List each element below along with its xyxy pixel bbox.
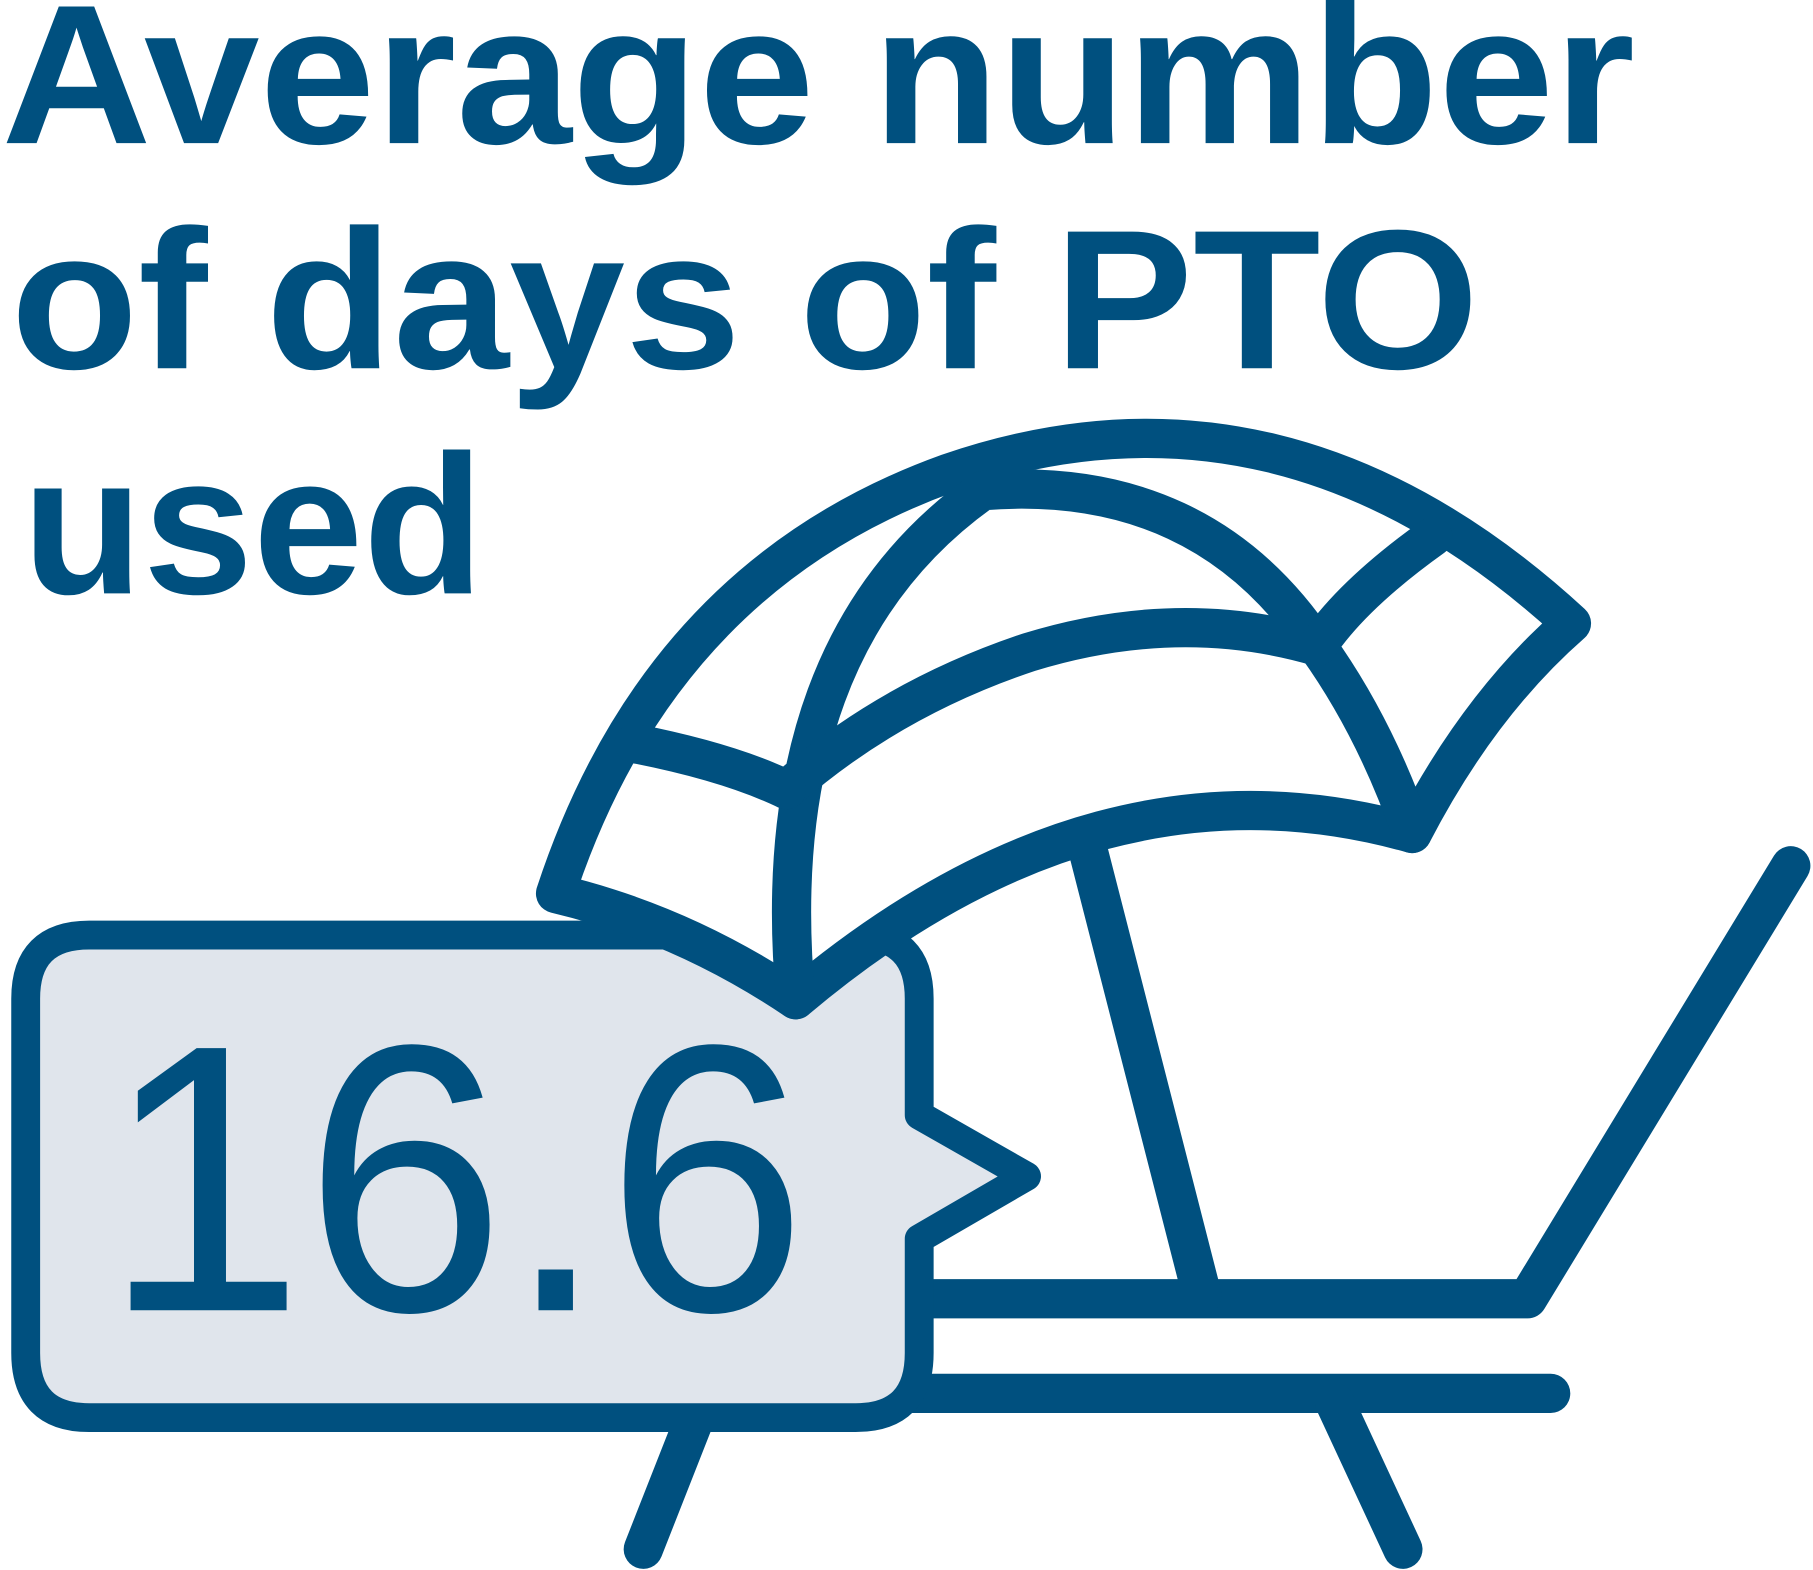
title: Average number of days of PTO used (1, 0, 1634, 636)
title-line-2: of days of PTO (11, 189, 1479, 411)
callout-box (11, 920, 1041, 1433)
title-line-3: used (22, 414, 484, 636)
title-line-1: Average number (1, 0, 1634, 186)
beach-umbrella-icon (535, 418, 1592, 1315)
lounge-chair-icon (623, 846, 1811, 1569)
stat-value: 16.6 (103, 965, 807, 1391)
stat-callout: 16.6 (11, 920, 1041, 1433)
